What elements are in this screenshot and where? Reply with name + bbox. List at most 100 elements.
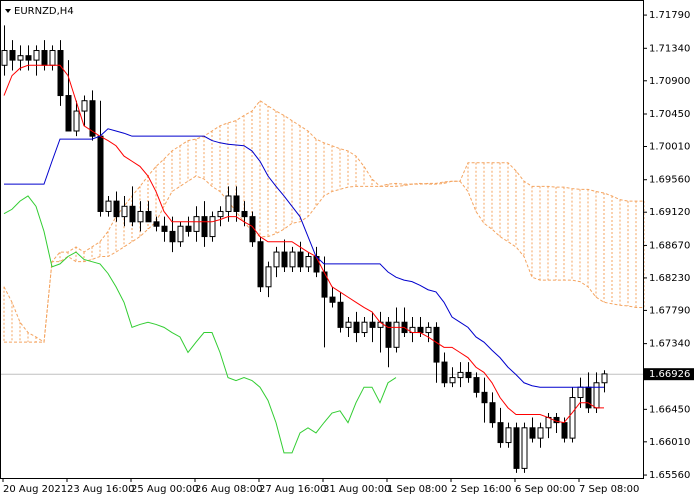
candle-body [601,373,608,384]
candle-body [217,210,224,218]
y-tick-label: 1.69560 [649,175,690,186]
candle-body [489,402,496,424]
candle-body [465,371,472,379]
y-tick-label: 1.70450 [649,109,690,120]
candle-body [337,301,344,328]
candle-body [569,397,576,439]
x-tick-label: 27 Aug 16:00 [259,484,326,495]
indicator-line [4,128,604,388]
candle-body [129,205,136,223]
y-tick-label: 1.67790 [649,305,690,316]
candle-body [57,50,64,97]
candle-body [209,216,216,238]
y-tick-label: 1.69120 [649,207,690,218]
candle-body [121,205,128,218]
y-tick-label: 1.71790 [649,10,690,21]
last-price-label: 1.66926 [649,369,690,380]
candle-body [305,256,312,268]
plot-frame [0,0,644,479]
indicator-line [3,64,604,424]
candle-body [417,326,424,334]
candle-body [241,210,248,218]
candle-body [369,321,376,328]
cloud-span [3,100,644,344]
candle-body [329,296,336,303]
candle-body [137,210,144,223]
y-tick-label: 1.71340 [649,43,690,54]
candle-body [265,266,272,288]
candle-body [345,321,352,328]
candle-body [281,251,288,268]
x-tick-label: 26 Aug 08:00 [195,484,262,495]
candle-body [353,321,360,334]
candle-body [593,382,600,409]
candle-body [1,50,8,66]
candle-body [433,326,440,363]
candle-body [25,55,32,61]
y-tick-label: 1.70010 [649,141,690,152]
candle-body [385,321,392,348]
indicator-line [3,195,397,454]
x-tick-label: 23 Aug 16:00 [67,484,134,495]
candle-body [457,371,464,379]
x-tick-label: 31 Aug 00:00 [323,484,390,495]
candle-body [97,135,104,212]
candle-body [249,216,256,243]
candle-body [65,95,72,132]
candle-body [425,326,432,334]
y-tick-label: 1.68670 [649,240,690,251]
candle-body [153,221,160,227]
candle-body [513,427,520,469]
y-tick-label: 1.70900 [649,76,690,87]
candle-body [505,427,512,444]
candle-body [113,200,120,218]
candle-body [17,55,24,61]
candle-body [497,422,504,444]
candle-body [577,386,584,399]
candle-body [537,427,544,439]
chart-title: EURNZD,H4 [14,6,74,17]
candle-body [105,200,112,212]
y-tick-label: 1.68230 [649,273,690,284]
candle-body [33,50,40,61]
candle-body [257,241,264,288]
x-tick-label: 2 Sep 16:00 [451,484,511,495]
candle-body [441,361,448,384]
candle-body [561,422,568,439]
cloud-span [4,175,644,343]
candle-body [201,216,208,238]
candle-body [449,377,456,384]
candle-body [89,100,96,137]
candle-body [41,50,48,66]
candle-body [225,195,232,212]
plot-layer [0,25,645,473]
x-tick-label: 25 Aug 00:00 [131,484,198,495]
candle-body [585,386,592,409]
y-tick-label: 1.66450 [649,404,690,415]
symbol-menu-icon[interactable] [5,9,11,13]
x-tick-label: 1 Sep 08:00 [387,484,447,495]
last-price-box [644,368,694,381]
y-tick-label: 1.67340 [649,339,690,350]
y-tick-label: 1.66010 [649,437,690,448]
y-tick-label: 1.65560 [649,470,690,481]
x-tick-label: 6 Sep 00:00 [515,484,575,495]
candle-body [289,251,296,268]
candle-body [81,100,88,112]
candle-body [49,50,56,66]
candle-body [473,377,480,393]
candle-body [185,225,192,232]
candle-body [297,251,304,268]
candle-body [233,195,240,212]
x-tick-label: 7 Sep 08:00 [579,484,639,495]
candle-body [177,225,184,243]
candle-body [273,251,280,268]
candle-body [169,230,176,243]
candle-body [145,210,152,223]
candle-body [193,216,200,232]
candle-body [529,427,536,439]
candle-body [161,225,168,232]
candle-body [521,427,528,469]
